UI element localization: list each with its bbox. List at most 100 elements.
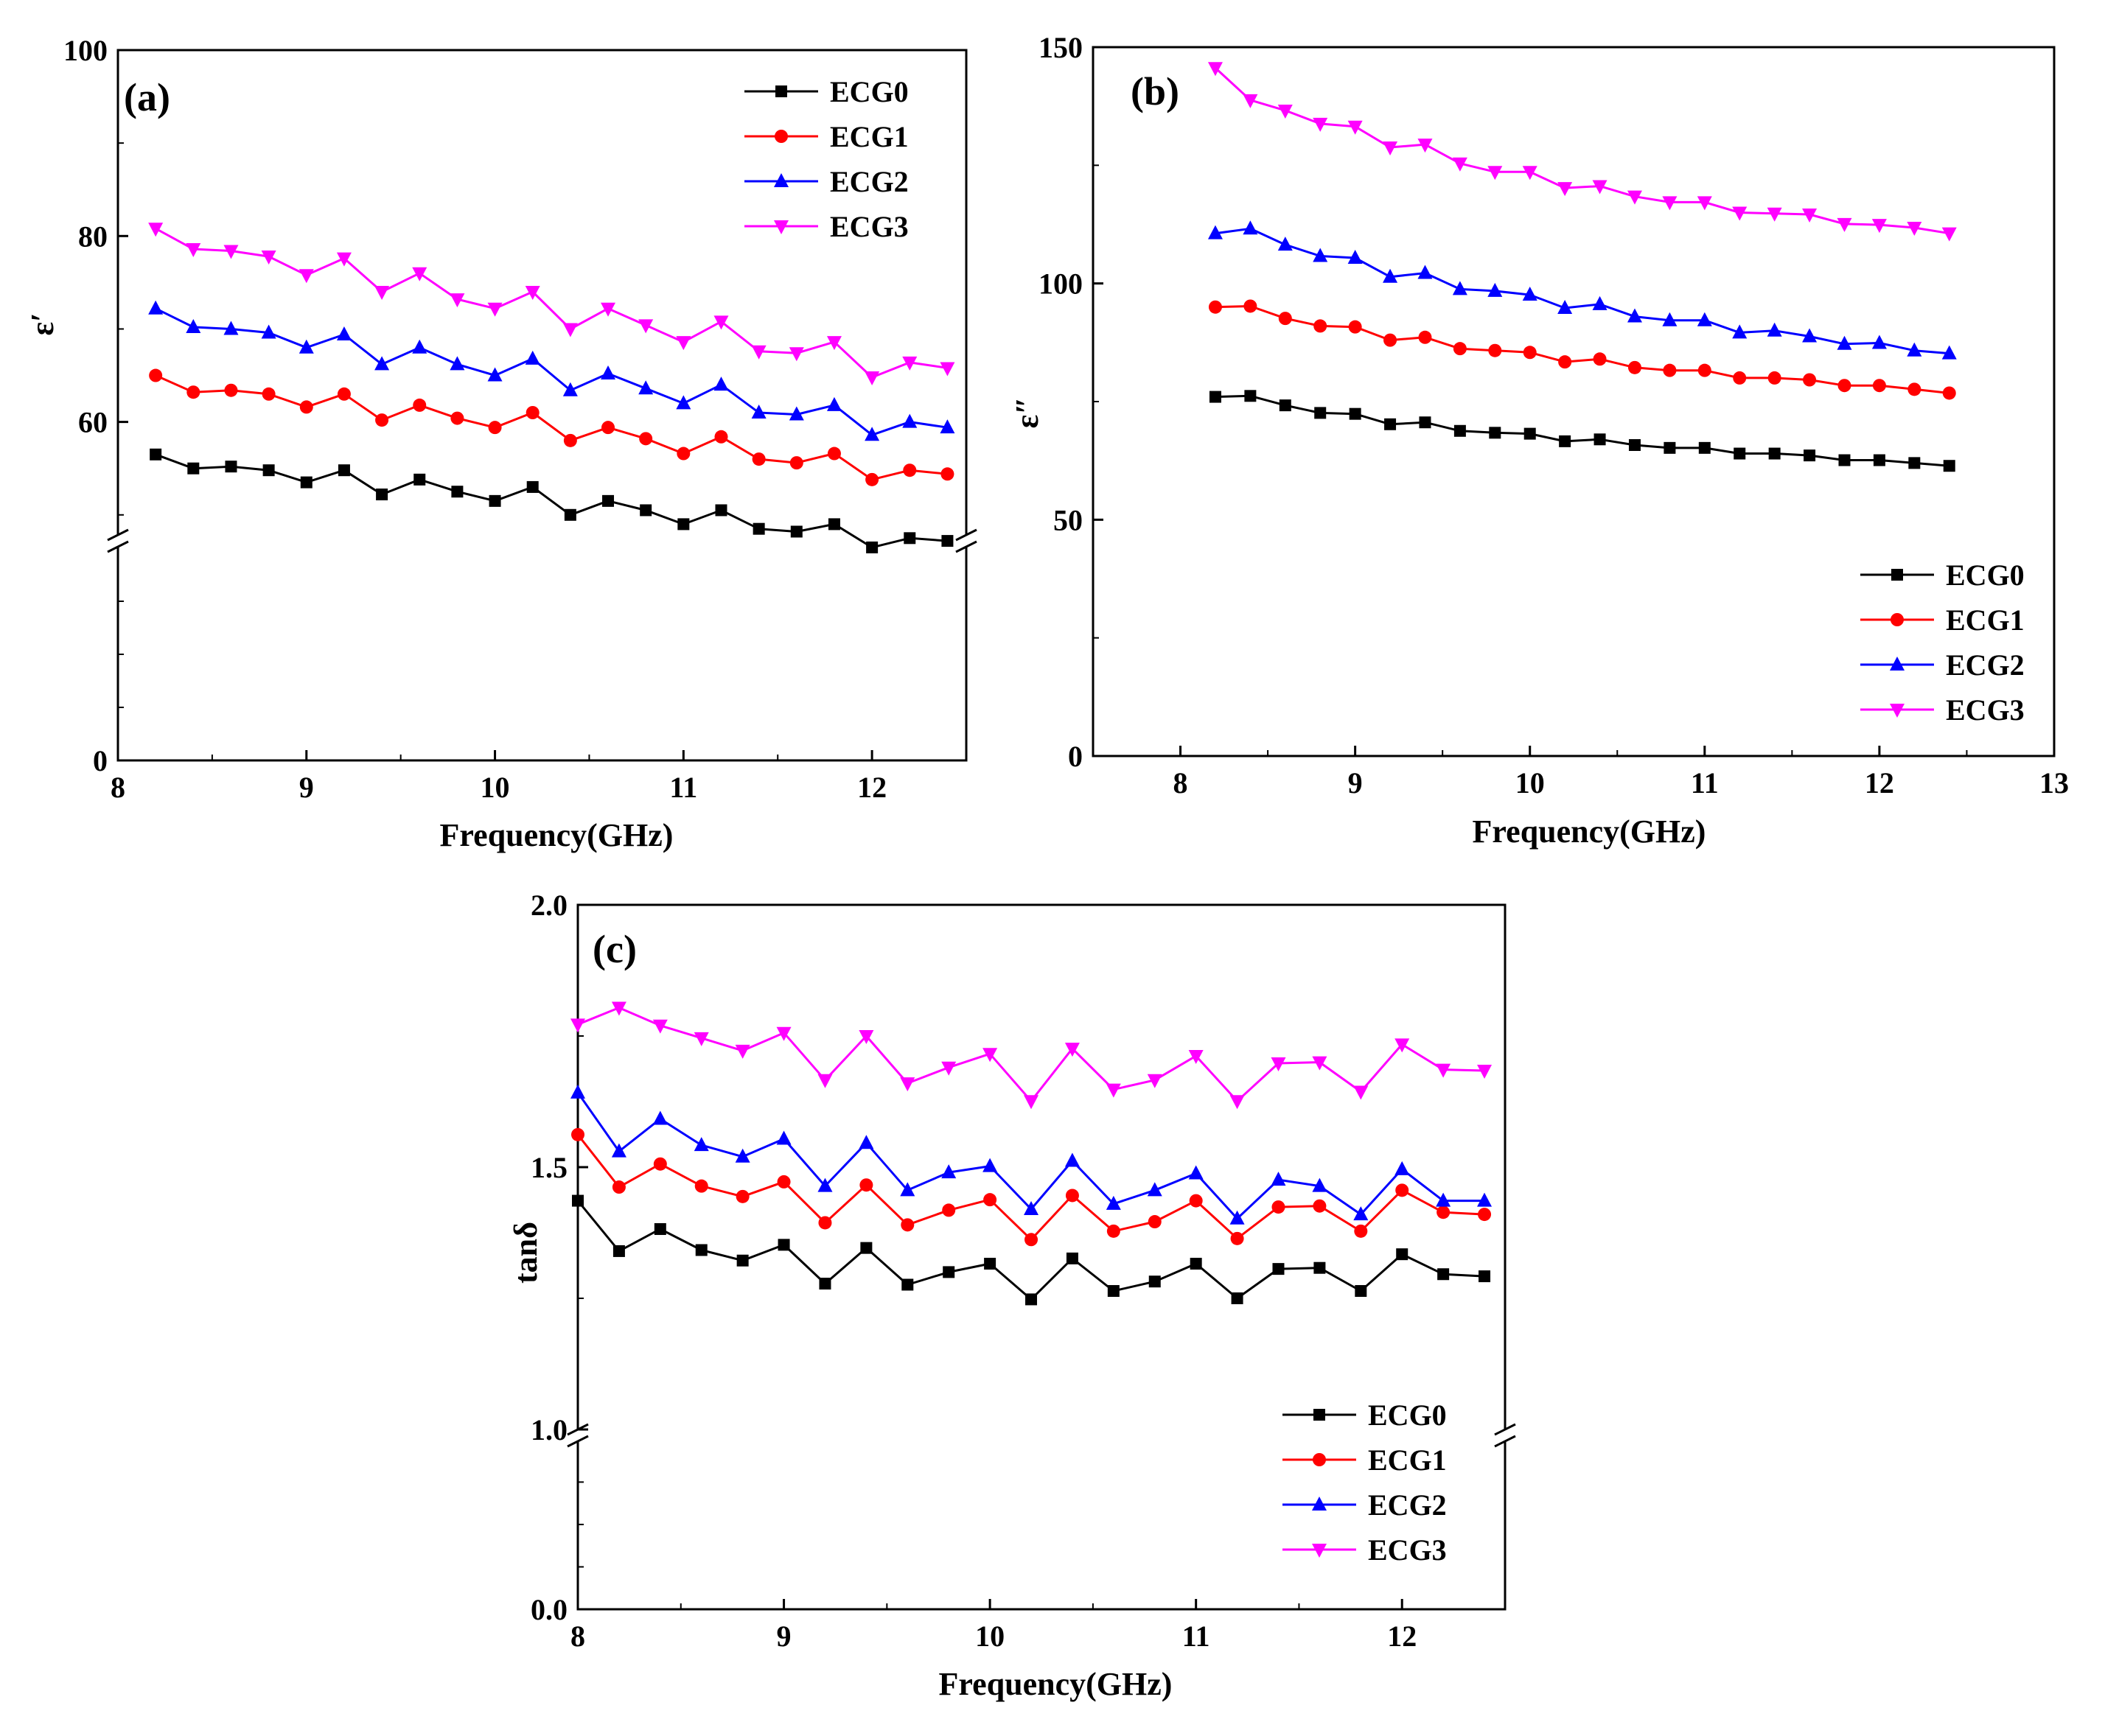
data-point-2-ECG2-11 bbox=[1024, 1200, 1039, 1215]
data-point-1-ECG3-2 bbox=[1277, 104, 1293, 119]
data-point-2-ECG1-5 bbox=[777, 1175, 791, 1189]
data-point-2-ECG2-21 bbox=[1436, 1192, 1451, 1207]
data-point-1-ECG1-10 bbox=[1558, 355, 1572, 369]
panel-b-ylabel: ε″ bbox=[1009, 396, 1045, 428]
data-point-1-ECG1-19 bbox=[1872, 379, 1886, 393]
data-point-1-ECG2-20 bbox=[1907, 342, 1922, 357]
data-point-0-ECG2-11 bbox=[562, 382, 578, 396]
data-point-1-ECG3-19 bbox=[1871, 219, 1887, 234]
data-point-2-ECG0-10 bbox=[984, 1258, 996, 1270]
legend-label-2-ECG3: ECG3 bbox=[1368, 1533, 1447, 1567]
panel-c-xlabel: Frequency(GHz) bbox=[939, 1666, 1173, 1702]
data-point-1-ECG1-7 bbox=[1453, 342, 1467, 356]
data-point-0-ECG2-7 bbox=[412, 339, 427, 354]
data-point-1-ECG1-17 bbox=[1803, 373, 1817, 387]
x-tick-label-2-2: 10 bbox=[975, 1620, 1005, 1653]
data-point-2-ECG2-19 bbox=[1353, 1206, 1369, 1221]
x-tick-label-2-3: 11 bbox=[1182, 1620, 1210, 1653]
data-point-1-ECG1-21 bbox=[1942, 386, 1956, 400]
data-point-0-ECG2-17 bbox=[789, 406, 804, 421]
data-point-2-ECG3-9 bbox=[941, 1061, 957, 1076]
data-point-0-ECG0-3 bbox=[262, 464, 275, 477]
panel-c-label: (c) bbox=[593, 927, 637, 971]
data-point-0-ECG2-13 bbox=[638, 380, 654, 395]
series-line-0-ECG1 bbox=[155, 374, 948, 481]
data-point-2-ECG1-15 bbox=[1189, 1194, 1203, 1208]
data-point-1-ECG1-4 bbox=[1348, 320, 1362, 334]
data-point-0-ECG0-19 bbox=[866, 541, 879, 553]
data-point-2-ECG1-20 bbox=[1395, 1183, 1409, 1197]
data-point-2-ECG3-22 bbox=[1477, 1064, 1493, 1079]
legend-label-1-ECG0: ECG0 bbox=[1946, 559, 2025, 592]
data-point-1-ECG0-12 bbox=[1628, 439, 1641, 452]
data-point-2-ECG3-8 bbox=[900, 1077, 915, 1092]
legend-marker-0-ECG0 bbox=[775, 85, 787, 97]
data-point-2-ECG2-22 bbox=[1477, 1192, 1493, 1207]
data-point-1-ECG1-9 bbox=[1523, 346, 1537, 360]
data-point-1-ECG3-10 bbox=[1557, 182, 1573, 197]
series-line-2-ECG1 bbox=[576, 1133, 1485, 1241]
data-point-2-ECG3-4 bbox=[735, 1044, 750, 1059]
data-point-0-ECG3-1 bbox=[186, 242, 201, 257]
data-point-0-ECG1-7 bbox=[413, 398, 427, 412]
plot-frame-2 bbox=[576, 903, 1507, 1611]
data-point-0-ECG3-13 bbox=[638, 319, 654, 334]
data-point-1-ECG1-0 bbox=[1208, 300, 1222, 314]
data-point-1-ECG2-16 bbox=[1767, 322, 1782, 337]
legend-label-2-ECG1: ECG1 bbox=[1368, 1443, 1447, 1477]
data-point-1-ECG3-3 bbox=[1313, 117, 1328, 132]
data-point-1-ECG2-7 bbox=[1452, 281, 1467, 295]
data-point-1-ECG1-12 bbox=[1627, 360, 1641, 374]
y-tick-label-0-0: 0 bbox=[93, 744, 108, 777]
data-point-1-ECG3-1 bbox=[1243, 94, 1258, 108]
data-point-2-ECG0-17 bbox=[1272, 1263, 1285, 1275]
data-point-2-ECG0-22 bbox=[1479, 1270, 1491, 1283]
data-point-0-ECG0-14 bbox=[677, 518, 690, 531]
data-point-0-ECG1-1 bbox=[186, 385, 200, 399]
data-point-2-ECG3-0 bbox=[570, 1018, 585, 1033]
data-point-1-ECG3-17 bbox=[1802, 209, 1818, 223]
data-point-1-ECG3-13 bbox=[1662, 196, 1678, 211]
data-point-0-ECG1-8 bbox=[450, 411, 464, 425]
data-point-1-ECG0-20 bbox=[1908, 457, 1921, 469]
data-point-0-ECG0-21 bbox=[941, 535, 954, 547]
data-point-1-ECG2-1 bbox=[1243, 220, 1258, 235]
data-point-0-ECG0-10 bbox=[526, 480, 539, 493]
data-point-2-ECG0-18 bbox=[1313, 1261, 1326, 1274]
data-point-2-ECG0-5 bbox=[778, 1239, 790, 1251]
data-point-1-ECG0-17 bbox=[1804, 449, 1816, 462]
axis-break-mark-2-0-0b bbox=[567, 1435, 589, 1448]
data-point-2-ECG1-7 bbox=[859, 1178, 873, 1192]
data-point-0-ECG0-6 bbox=[376, 489, 388, 501]
legend-label-2-ECG0: ECG0 bbox=[1368, 1399, 1447, 1432]
data-point-2-ECG1-9 bbox=[942, 1203, 956, 1217]
plot-frame-1 bbox=[1092, 46, 2056, 757]
legend-marker-0-ECG1 bbox=[775, 130, 788, 143]
y-tick-label-2-3: 2.0 bbox=[531, 889, 568, 922]
data-point-1-ECG3-7 bbox=[1452, 157, 1467, 172]
series-line-0-ECG2 bbox=[155, 307, 948, 436]
panel-b-label: (b) bbox=[1131, 69, 1179, 113]
data-point-2-ECG1-22 bbox=[1478, 1208, 1492, 1222]
data-point-1-ECG3-15 bbox=[1732, 206, 1748, 221]
data-point-1-ECG1-2 bbox=[1278, 312, 1292, 326]
data-point-1-ECG0-21 bbox=[1943, 460, 1955, 472]
data-point-0-ECG2-4 bbox=[299, 339, 314, 354]
data-point-0-ECG1-13 bbox=[639, 432, 653, 446]
data-point-0-ECG2-20 bbox=[902, 413, 918, 428]
data-point-0-ECG1-5 bbox=[337, 387, 351, 401]
chart-panel-a: (a) Frequency(GHz) ε′ 8 9 10 11 12 0 60 80 100 EC… bbox=[24, 34, 977, 853]
data-point-0-ECG2-2 bbox=[223, 321, 239, 335]
y-tick-label-2-0: 0.0 bbox=[531, 1593, 568, 1626]
legend-marker-0-ECG3 bbox=[774, 220, 789, 234]
data-point-0-ECG3-5 bbox=[336, 252, 352, 267]
data-point-0-ECG3-11 bbox=[562, 323, 578, 337]
data-point-1-ECG1-16 bbox=[1767, 371, 1781, 385]
data-point-0-ECG0-9 bbox=[489, 494, 501, 507]
axis-break-mask-2-0-0 bbox=[568, 1429, 588, 1442]
legend-marker-1-ECG0 bbox=[1891, 569, 1903, 581]
data-point-2-ECG3-13 bbox=[1106, 1083, 1121, 1098]
data-point-0-ECG0-8 bbox=[451, 486, 464, 498]
data-point-0-ECG3-6 bbox=[374, 286, 390, 300]
y-tick-label-0-3: 100 bbox=[63, 34, 108, 67]
